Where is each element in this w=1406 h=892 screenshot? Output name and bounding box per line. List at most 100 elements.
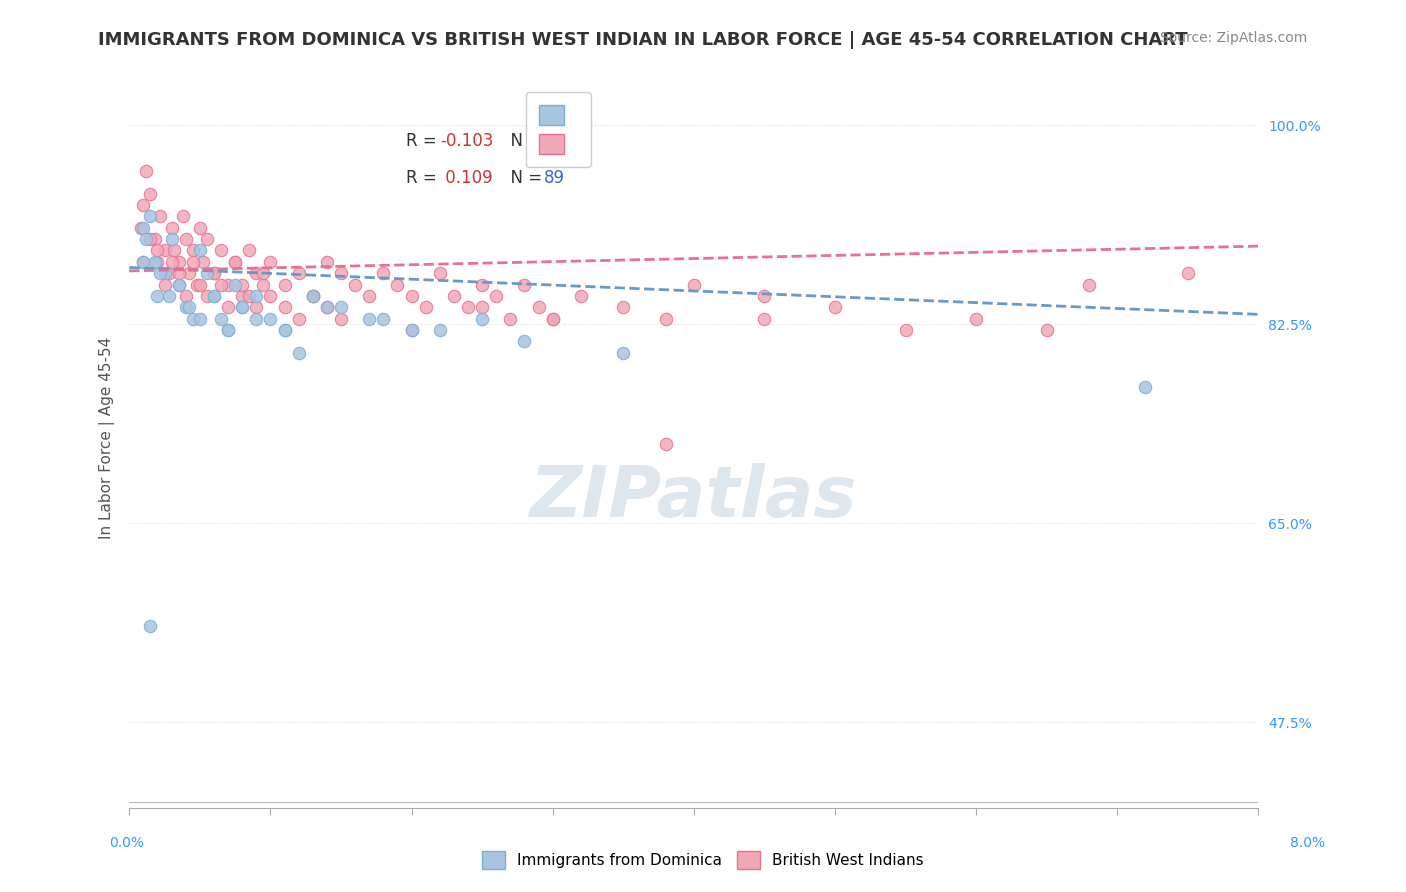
Point <box>259 311 281 326</box>
Point <box>217 323 239 337</box>
Point <box>429 323 451 337</box>
Point <box>132 198 155 212</box>
Point <box>174 232 197 246</box>
Point <box>301 289 323 303</box>
Point <box>209 244 232 258</box>
Point <box>195 232 218 246</box>
Point <box>129 220 152 235</box>
Point <box>167 277 190 292</box>
Text: IMMIGRANTS FROM DOMINICA VS BRITISH WEST INDIAN IN LABOR FORCE | AGE 45-54 CORRE: IMMIGRANTS FROM DOMINICA VS BRITISH WEST… <box>98 31 1188 49</box>
Point <box>188 311 211 326</box>
Point <box>231 301 253 315</box>
Point <box>157 266 180 280</box>
Point <box>541 311 564 326</box>
Point <box>143 255 166 269</box>
Point <box>330 311 353 326</box>
Point <box>217 301 239 315</box>
Point <box>471 301 494 315</box>
Point <box>612 346 634 360</box>
Point <box>238 289 260 303</box>
Point <box>160 220 183 235</box>
Point <box>153 266 176 280</box>
Point <box>245 301 267 315</box>
Point <box>177 301 200 315</box>
Point <box>191 255 214 269</box>
Point <box>344 277 367 292</box>
Point <box>149 210 172 224</box>
Point <box>301 289 323 303</box>
Text: 8.0%: 8.0% <box>1291 836 1324 850</box>
Point <box>527 301 550 315</box>
Point <box>682 277 704 292</box>
Point <box>202 266 225 280</box>
Point <box>202 289 225 303</box>
Text: R =: R = <box>406 169 441 187</box>
Point <box>188 277 211 292</box>
Point <box>273 277 295 292</box>
Point <box>146 244 169 258</box>
Point <box>1177 266 1199 280</box>
Point <box>146 289 169 303</box>
Point <box>259 255 281 269</box>
Point <box>457 301 479 315</box>
Point <box>273 323 295 337</box>
Point <box>224 277 246 292</box>
Point <box>287 266 309 280</box>
Point <box>139 210 162 224</box>
Point <box>387 277 409 292</box>
Legend: , : , <box>526 92 591 168</box>
Point <box>167 266 190 280</box>
Point <box>315 301 337 315</box>
Point <box>160 232 183 246</box>
Point <box>139 232 162 246</box>
Point <box>195 266 218 280</box>
Point <box>217 277 239 292</box>
Point <box>443 289 465 303</box>
Point <box>401 323 423 337</box>
Point <box>224 255 246 269</box>
Point <box>135 164 157 178</box>
Point <box>330 301 353 315</box>
Point <box>373 266 395 280</box>
Point <box>401 289 423 303</box>
Point <box>1035 323 1057 337</box>
Text: 89: 89 <box>544 169 565 187</box>
Point <box>259 289 281 303</box>
Point <box>135 232 157 246</box>
Point <box>160 255 183 269</box>
Point <box>238 244 260 258</box>
Point <box>824 301 846 315</box>
Point <box>139 618 162 632</box>
Point <box>143 232 166 246</box>
Point <box>471 311 494 326</box>
Point <box>231 277 253 292</box>
Point <box>894 323 917 337</box>
Point <box>1078 277 1101 292</box>
Point <box>217 323 239 337</box>
Point <box>163 244 186 258</box>
Point <box>429 266 451 280</box>
Point <box>188 244 211 258</box>
Point <box>373 311 395 326</box>
Point <box>273 301 295 315</box>
Point <box>252 266 274 280</box>
Point <box>401 323 423 337</box>
Point <box>157 289 180 303</box>
Point <box>132 255 155 269</box>
Point <box>301 289 323 303</box>
Point <box>167 277 190 292</box>
Text: Source: ZipAtlas.com: Source: ZipAtlas.com <box>1160 31 1308 45</box>
Point <box>202 266 225 280</box>
Point <box>167 255 190 269</box>
Point <box>359 289 381 303</box>
Point <box>209 311 232 326</box>
Point <box>231 301 253 315</box>
Point <box>654 436 676 450</box>
Point <box>541 311 564 326</box>
Point <box>513 334 536 349</box>
Point <box>146 255 169 269</box>
Y-axis label: In Labor Force | Age 45-54: In Labor Force | Age 45-54 <box>100 337 115 539</box>
Point <box>965 311 987 326</box>
Point <box>330 266 353 280</box>
Point <box>612 301 634 315</box>
